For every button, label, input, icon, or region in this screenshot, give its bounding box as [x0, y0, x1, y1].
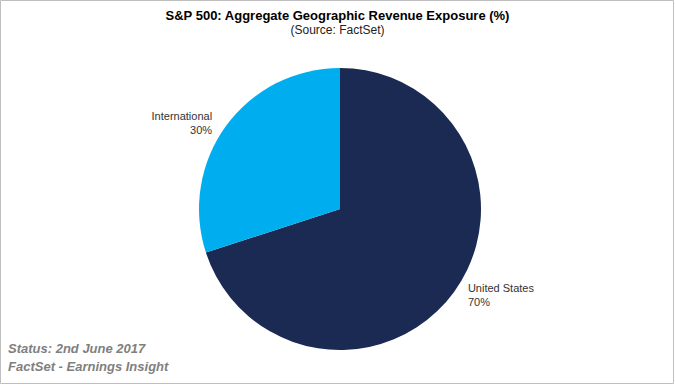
svg-text:30%: 30%: [190, 124, 212, 136]
svg-text:S&P 500: Aggregate Geographic: S&P 500: Aggregate Geographic Revenue Ex…: [166, 8, 510, 23]
svg-text:70%: 70%: [468, 296, 490, 308]
svg-text:(Source: FactSet): (Source: FactSet): [290, 23, 384, 37]
svg-text:United States: United States: [468, 282, 535, 294]
svg-text:International: International: [152, 110, 213, 122]
svg-text:FactSet - Earnings Insight: FactSet - Earnings Insight: [8, 359, 169, 374]
svg-text:Status: 2nd June 2017: Status: 2nd June 2017: [8, 341, 146, 356]
